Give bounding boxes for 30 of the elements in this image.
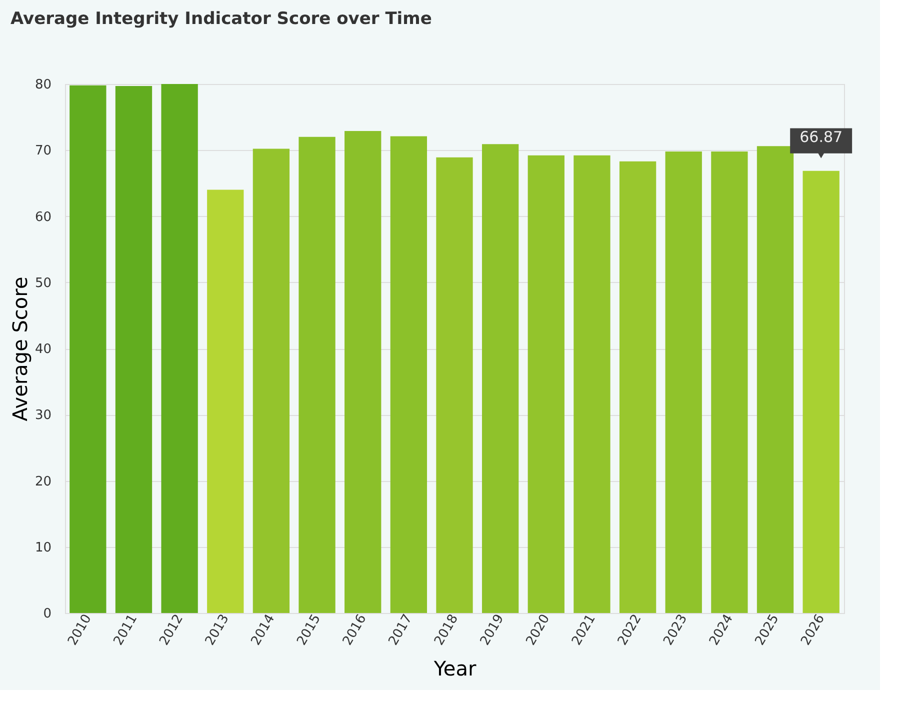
bar [390,136,428,613]
y-tick-label: 0 [43,606,52,622]
y-tick-label: 10 [34,540,52,556]
bar [574,155,610,613]
bar [482,144,519,613]
y-tick-label: 70 [34,144,52,159]
bar [252,148,290,613]
y-tick-label: 40 [34,342,52,357]
bar [756,146,794,613]
y-tick-label: 50 [34,276,52,291]
bar [665,151,702,613]
bar [298,136,336,613]
y-axis-title: Average Score [8,276,32,422]
bar [802,170,840,613]
bar [70,85,106,613]
y-tick-label: 60 [34,210,52,225]
annotation: 66.87 [800,128,843,146]
y-tick-label: 20 [34,474,52,490]
bar [207,190,244,613]
bar [436,157,473,613]
bar [619,161,656,613]
bar [711,151,748,613]
x-axis-title: Year [432,656,477,681]
bar [528,155,564,613]
bar [115,86,152,613]
y-tick-label: 30 [34,408,52,424]
bar [344,130,382,613]
chart-title: Average Integrity Indicator Score over Time [10,9,432,29]
bar [161,84,198,613]
y-tick-label: 80 [34,78,52,92]
